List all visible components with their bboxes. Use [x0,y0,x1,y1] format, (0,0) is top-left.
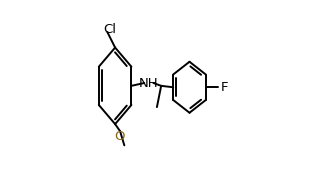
Text: NH: NH [139,77,158,89]
Text: O: O [114,130,124,143]
Text: F: F [221,81,228,94]
Text: Cl: Cl [104,23,117,36]
